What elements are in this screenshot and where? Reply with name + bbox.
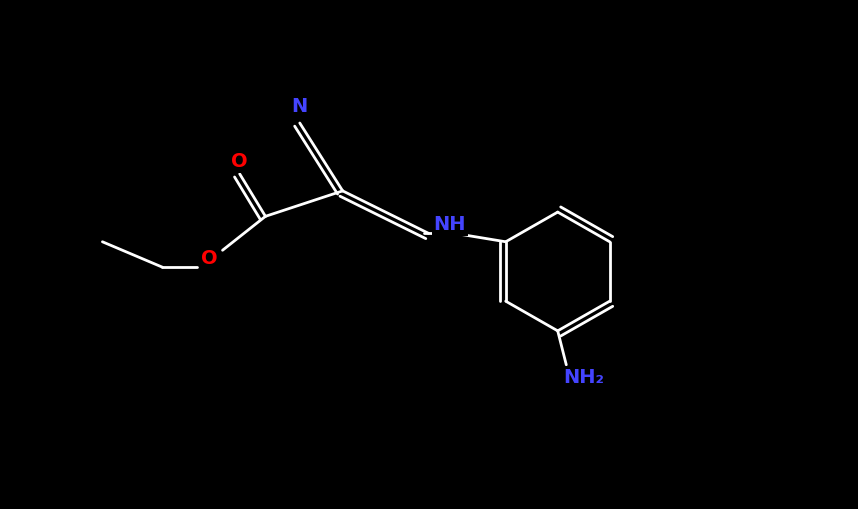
Text: O: O (202, 249, 218, 268)
Text: NH₂: NH₂ (563, 368, 604, 387)
Text: O: O (232, 152, 248, 171)
Text: N: N (292, 97, 308, 116)
Text: NH: NH (433, 215, 466, 234)
